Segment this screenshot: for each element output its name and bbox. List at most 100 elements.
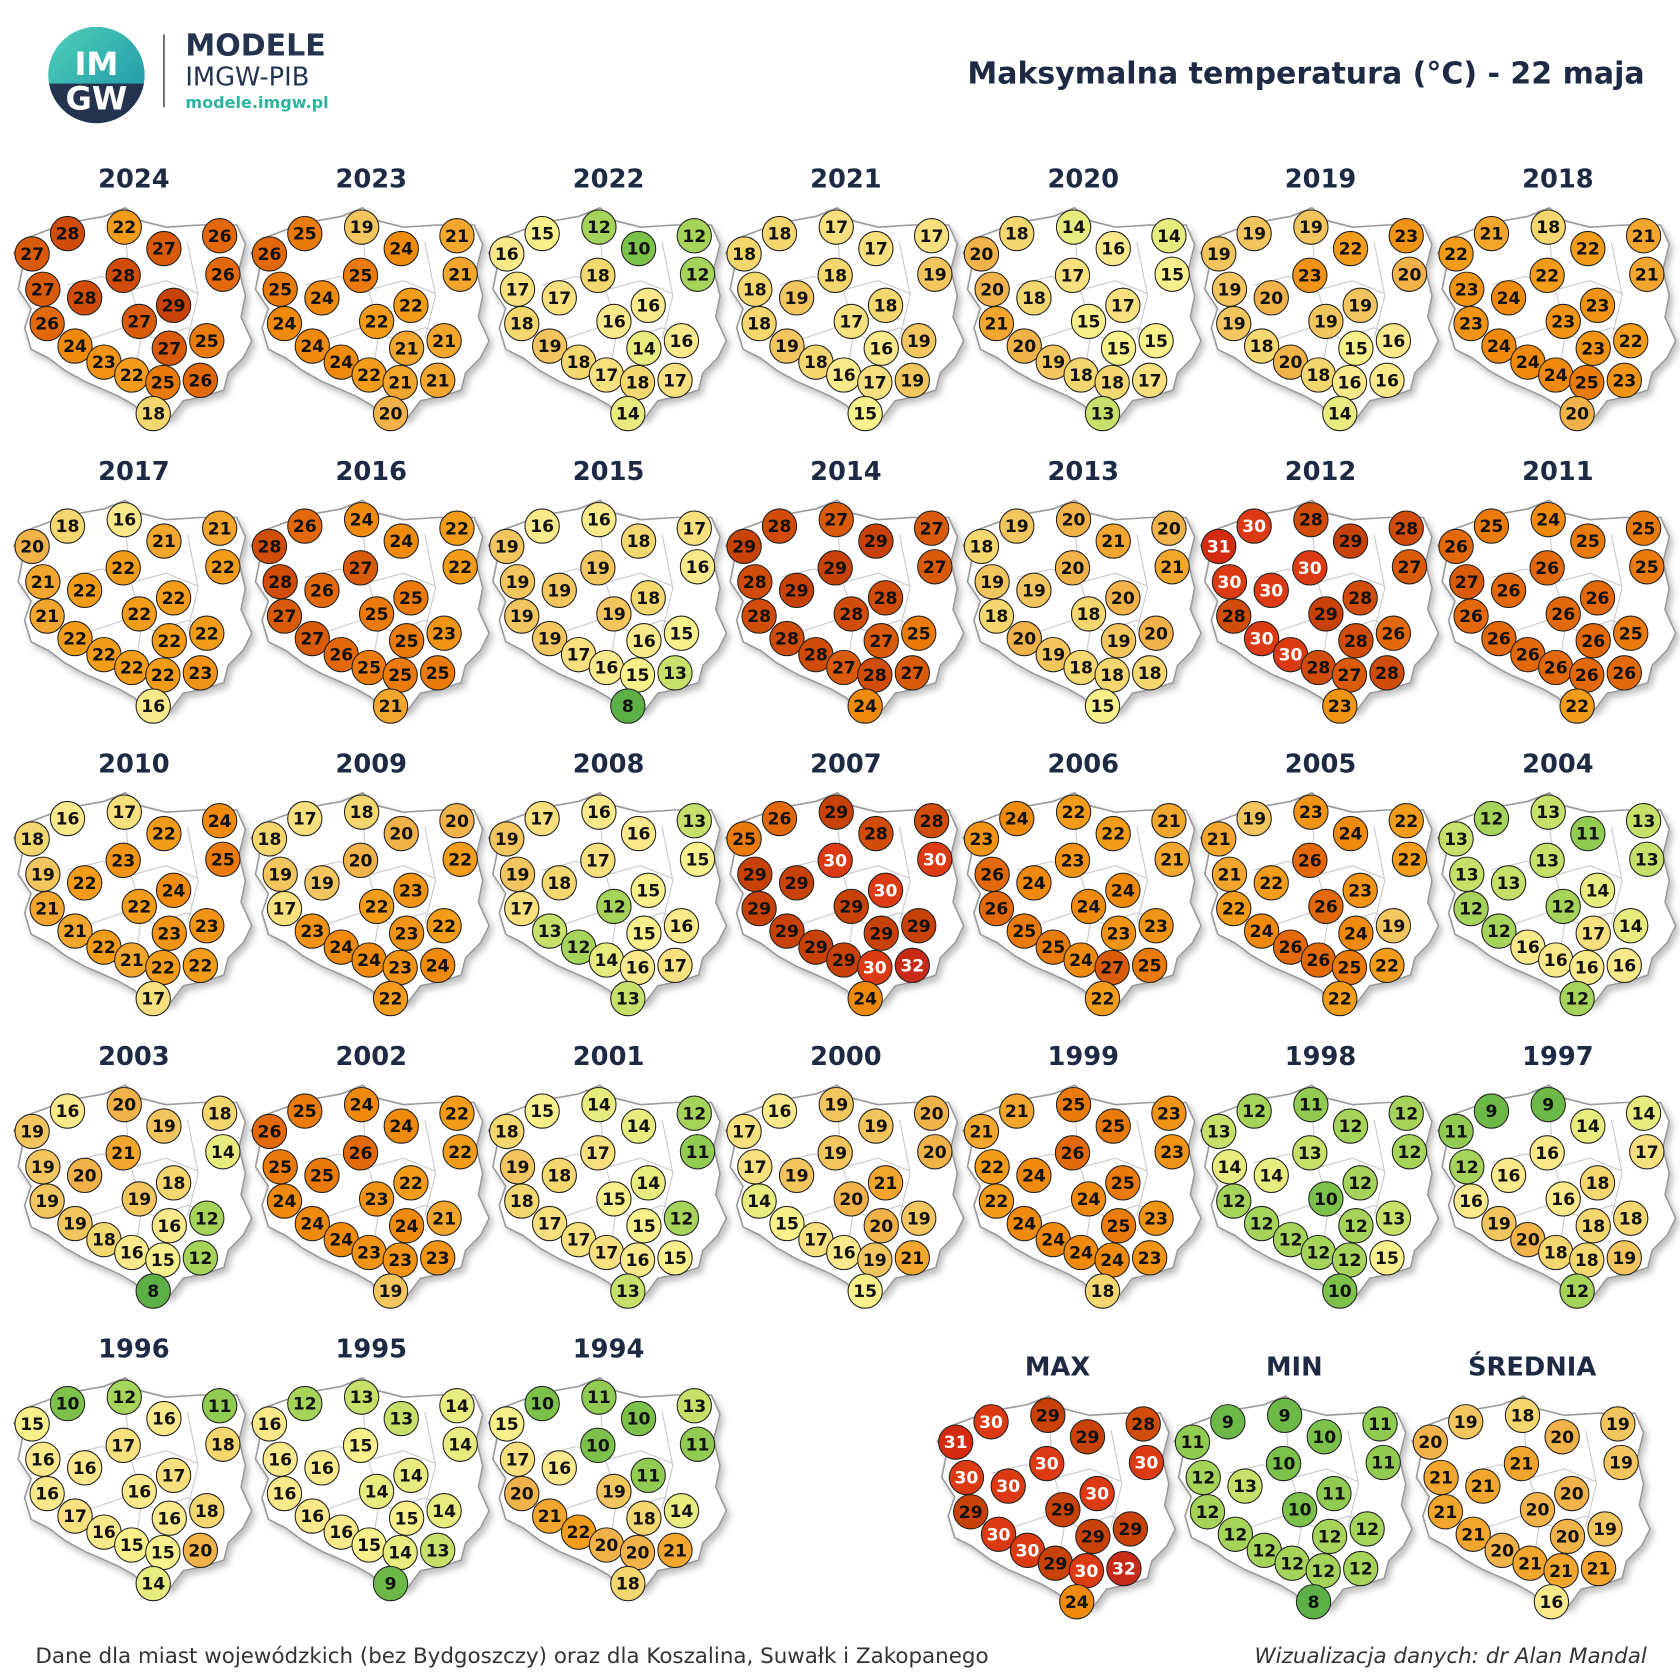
city-marker bbox=[676, 1388, 712, 1424]
city-marker bbox=[1391, 841, 1428, 877]
city-value: 29 bbox=[824, 803, 848, 823]
city-value: 19 bbox=[602, 605, 626, 625]
city-marker bbox=[1613, 323, 1649, 359]
city-marker bbox=[1559, 395, 1595, 432]
city-marker bbox=[426, 1200, 462, 1236]
city-marker bbox=[1054, 842, 1091, 879]
city-value: 25 bbox=[293, 1102, 317, 1122]
city-marker bbox=[761, 800, 798, 837]
city-value: 16 bbox=[141, 697, 165, 717]
city-value: 20 bbox=[445, 812, 469, 832]
city-marker bbox=[769, 913, 805, 949]
city-marker bbox=[818, 794, 854, 830]
city-marker bbox=[182, 655, 219, 691]
city-value: 28 bbox=[839, 605, 863, 625]
city-marker bbox=[1095, 815, 1131, 852]
city-value: 21 bbox=[35, 607, 59, 627]
city-marker bbox=[1570, 815, 1606, 852]
city-marker bbox=[135, 980, 171, 1017]
city-value: 23 bbox=[188, 664, 212, 684]
city-marker bbox=[135, 395, 171, 432]
city-marker bbox=[1473, 508, 1510, 544]
city-value: 13 bbox=[1455, 865, 1479, 885]
city-value: 19 bbox=[1454, 1413, 1478, 1433]
city-value: 23 bbox=[388, 959, 412, 979]
city-marker bbox=[817, 1135, 853, 1171]
city-value: 18 bbox=[616, 1575, 640, 1595]
city-value: 14 bbox=[1259, 1166, 1283, 1186]
city-value: 18 bbox=[1306, 366, 1330, 386]
city-value: 20 bbox=[510, 1485, 534, 1505]
city-value: 18 bbox=[1138, 664, 1162, 684]
city-value: 21 bbox=[1160, 850, 1184, 870]
city-value: 19 bbox=[907, 332, 931, 352]
city-value: 24 bbox=[1041, 1231, 1065, 1251]
city-value: 18 bbox=[1100, 374, 1124, 394]
city-value: 12 bbox=[682, 227, 706, 247]
city-marker bbox=[14, 528, 50, 565]
city-marker bbox=[894, 1240, 930, 1276]
city-value: 12 bbox=[1339, 1117, 1363, 1137]
city-value: 29 bbox=[1043, 1554, 1067, 1574]
city-marker bbox=[580, 1135, 616, 1171]
city-marker bbox=[1151, 803, 1187, 839]
city-value: 13 bbox=[389, 1410, 413, 1430]
city-marker bbox=[1342, 287, 1378, 324]
city-marker bbox=[1016, 1157, 1052, 1194]
city-value: 21 bbox=[426, 371, 450, 391]
city-marker bbox=[189, 615, 225, 651]
city-value: 12 bbox=[1191, 1469, 1215, 1489]
city-marker bbox=[581, 501, 617, 538]
city-value: 25 bbox=[1062, 1096, 1086, 1116]
city-value: 20 bbox=[20, 538, 44, 558]
city-marker bbox=[1316, 1475, 1352, 1512]
city-marker bbox=[596, 1473, 632, 1510]
city-value: 14 bbox=[595, 951, 619, 971]
city-value: 17 bbox=[506, 280, 530, 300]
city-marker bbox=[426, 615, 462, 651]
city-marker bbox=[1455, 1516, 1491, 1552]
city-value: 12 bbox=[1480, 810, 1504, 830]
city-value: 16 bbox=[587, 511, 611, 531]
city-marker bbox=[294, 1205, 330, 1242]
city-value: 17 bbox=[141, 990, 165, 1010]
city-value: 21 bbox=[1207, 830, 1231, 850]
city-value: 18 bbox=[1100, 666, 1124, 686]
city-value: 22 bbox=[195, 624, 219, 644]
city-marker bbox=[863, 330, 899, 366]
city-marker bbox=[29, 598, 65, 634]
city-value: 16 bbox=[1612, 956, 1636, 976]
city-value: 9 bbox=[385, 1575, 397, 1595]
city-marker bbox=[894, 947, 930, 984]
city-marker bbox=[999, 215, 1035, 252]
city-marker bbox=[679, 549, 716, 585]
city-value: 18 bbox=[510, 315, 534, 335]
city-value: 27 bbox=[157, 339, 181, 359]
city-marker bbox=[287, 508, 323, 544]
city-value: 12 bbox=[1196, 1503, 1220, 1523]
city-value: 22 bbox=[120, 366, 144, 386]
city-value: 18 bbox=[632, 1509, 656, 1529]
city-marker bbox=[938, 1424, 974, 1460]
city-marker bbox=[596, 303, 632, 340]
city-value: 16 bbox=[56, 810, 80, 830]
city-value: 9 bbox=[1542, 1096, 1554, 1116]
city-value: 19 bbox=[1107, 632, 1131, 652]
city-marker bbox=[1388, 218, 1424, 254]
city-value: 20 bbox=[1279, 353, 1303, 373]
panel-title: 2022 bbox=[573, 165, 645, 195]
city-marker bbox=[626, 1208, 662, 1244]
city-value: 21 bbox=[1471, 1477, 1495, 1497]
city-value: 11 bbox=[686, 1435, 710, 1455]
city-marker bbox=[1292, 1135, 1328, 1171]
city-marker bbox=[1201, 821, 1237, 857]
city-marker bbox=[266, 1475, 303, 1512]
city-marker bbox=[657, 1240, 693, 1276]
city-value: 21 bbox=[1632, 227, 1656, 247]
city-marker bbox=[372, 395, 409, 432]
city-marker bbox=[1030, 1397, 1066, 1434]
city-marker bbox=[1243, 620, 1280, 657]
city-value: 18 bbox=[350, 803, 374, 823]
